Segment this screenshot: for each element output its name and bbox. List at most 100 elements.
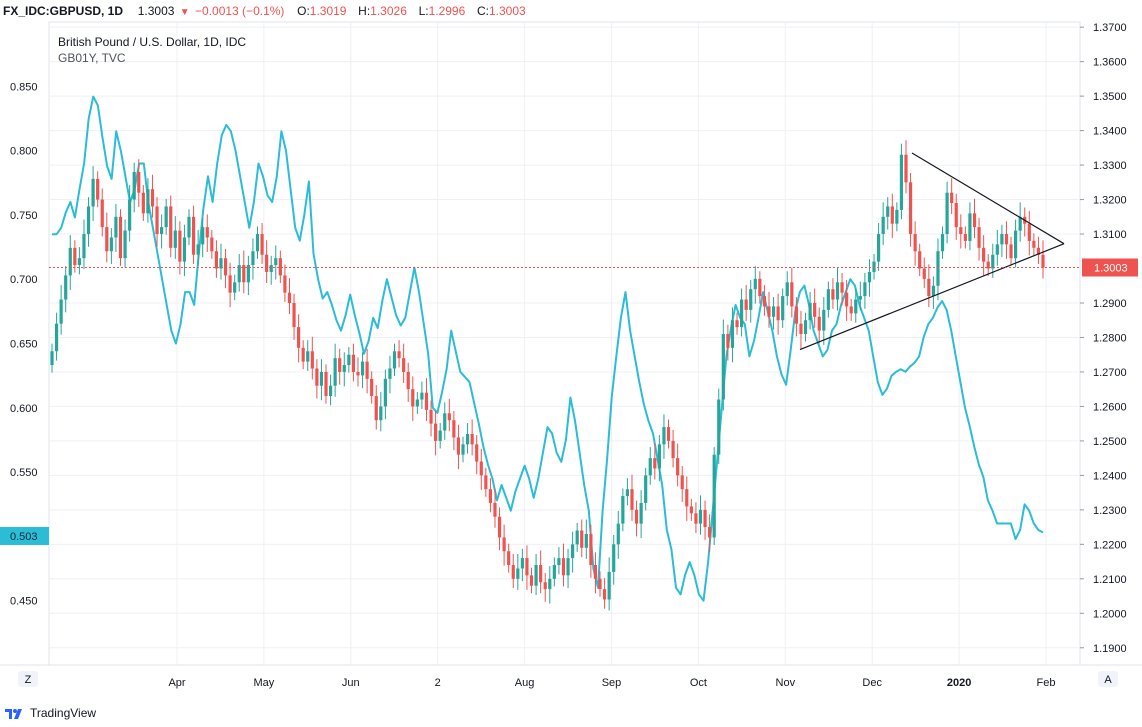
candle-body: [223, 258, 228, 276]
candle-body: [484, 475, 488, 490]
candle-body: [278, 258, 282, 276]
candle-body: [415, 399, 419, 407]
candle-body: [799, 323, 803, 335]
candle-body: [169, 206, 173, 248]
right-tick-label: 1.3500: [1093, 91, 1127, 103]
candle-body: [612, 544, 616, 572]
candle-body: [493, 502, 497, 517]
candle-body: [54, 323, 59, 352]
candle-body: [497, 516, 502, 538]
candle-body: [895, 209, 899, 224]
candle-body: [370, 378, 374, 397]
plot-area[interactable]: [48, 21, 1081, 666]
candle-body: [676, 458, 680, 476]
candle-body: [488, 489, 493, 503]
close-value: 1.3003: [488, 4, 526, 18]
candle-body: [520, 558, 524, 569]
candle-body: [1027, 223, 1031, 241]
legend-overlay: GB01Y, TVC: [58, 51, 126, 65]
candle-body: [77, 258, 81, 266]
candle-body: [721, 334, 725, 400]
triangle-lower-line: [799, 243, 1065, 351]
candle-body: [607, 571, 611, 600]
candle-body: [128, 199, 132, 231]
candle-body: [876, 234, 881, 262]
gb01y-line: [52, 95, 1044, 602]
candle-body: [160, 227, 164, 235]
candle-body: [653, 458, 657, 469]
candle-body: [301, 347, 305, 362]
candle-body: [50, 351, 54, 366]
candle-body: [137, 171, 141, 193]
candle-body: [680, 475, 684, 490]
right-axis[interactable]: 1.3700 1.3600 1.3500 1.3400 1.3300 1.3200 1.31…: [1080, 22, 1127, 655]
candle-body: [781, 296, 785, 321]
triangle-drawing[interactable]: [799, 152, 1065, 351]
time-axis[interactable]: Apr May Jun 2 Aug Sep Oct Nov Dec 2020 Feb: [168, 677, 1055, 689]
candle-body: [328, 385, 333, 397]
candle-body: [191, 216, 196, 255]
candle-body: [73, 247, 77, 266]
right-tick-label: 1.2900: [1093, 298, 1127, 310]
candle-body: [96, 178, 100, 200]
candle-body: [68, 247, 72, 276]
time-tick-label: Nov: [776, 677, 796, 689]
candle-body: [589, 533, 593, 566]
candle-body: [338, 358, 342, 372]
candle-body: [470, 434, 474, 445]
left-axis[interactable]: 0.850 0.800 0.750 0.700 0.650 0.600 0.550 0.450: [10, 81, 38, 607]
candle-body: [657, 444, 661, 469]
candle-body: [233, 282, 237, 293]
candle-body: [146, 189, 150, 214]
candle-body: [890, 206, 894, 224]
candle-body: [310, 351, 314, 369]
left-tick-label: 0.750: [10, 210, 38, 222]
candle-body: [963, 234, 967, 241]
candle-body: [813, 302, 817, 317]
auto-scale-right-button[interactable]: [1098, 671, 1118, 687]
candle-body: [118, 216, 123, 259]
candle-body: [86, 206, 91, 235]
candle-body: [593, 565, 598, 579]
candle-body: [899, 154, 904, 210]
candle-body: [287, 292, 292, 303]
candle-body: [59, 299, 63, 324]
candle-body: [187, 216, 191, 238]
candle-body: [297, 327, 301, 348]
candle-body: [333, 358, 337, 386]
candle-body: [155, 206, 159, 235]
candle-body: [210, 237, 214, 252]
candle-body: [575, 530, 579, 545]
candle-body: [274, 258, 278, 266]
candle-body: [630, 489, 634, 510]
candle-body: [132, 171, 136, 200]
candle-body: [420, 392, 424, 400]
candle-body: [196, 244, 200, 255]
candle-body: [794, 306, 798, 324]
auto-scale-left-button[interactable]: [18, 671, 38, 687]
tradingview-brand[interactable]: TradingView: [4, 706, 96, 720]
candle-body: [1032, 240, 1036, 248]
candle-body: [438, 430, 442, 441]
left-tick-label: 0.850: [10, 81, 38, 93]
candle-body: [251, 251, 255, 266]
candle-body: [867, 271, 872, 283]
candle-body: [516, 568, 520, 579]
candle-body: [141, 192, 145, 214]
candle-body: [365, 361, 369, 379]
candle-body: [424, 392, 429, 410]
open-label: O:: [297, 4, 310, 18]
candle-body: [908, 182, 913, 235]
candle-body: [625, 489, 630, 497]
candle-body: [886, 206, 890, 217]
candle-body: [671, 440, 675, 459]
symbol-label[interactable]: FX_IDC:GBPUSD, 1D: [3, 4, 124, 18]
candle-body: [397, 351, 401, 359]
right-tick-label: 1.2600: [1093, 401, 1127, 413]
candle-body: [881, 216, 885, 235]
candle-body: [1041, 254, 1045, 268]
right-tick-label: 1.3100: [1093, 229, 1127, 241]
candle-body: [292, 302, 296, 328]
time-tick-label: Apr: [168, 677, 185, 689]
